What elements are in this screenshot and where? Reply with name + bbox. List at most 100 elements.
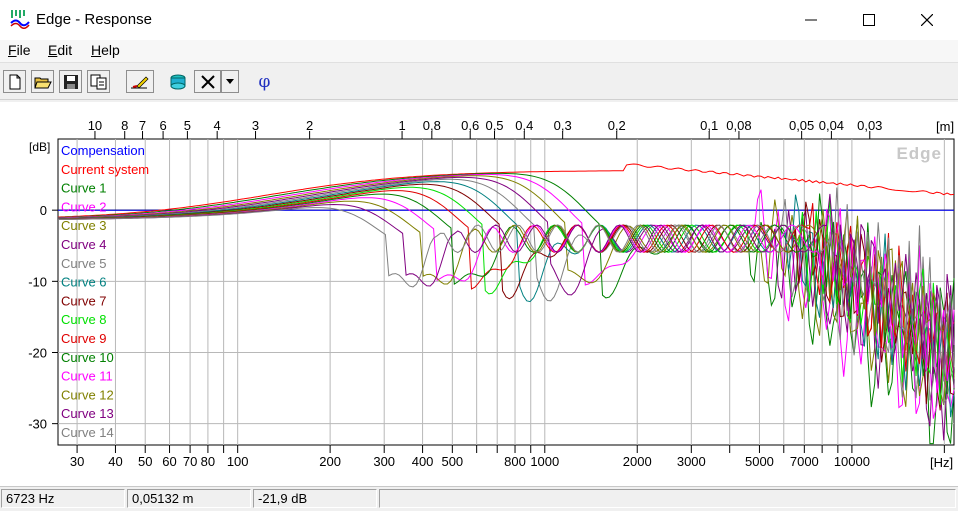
response-chart[interactable]: 10 8 7 6 5 4 3 2 1 0,8 0,6 0,5 0,4 0,3 0,2 0,1 0,08 0,05 0… bbox=[0, 102, 958, 486]
top-tick-label: 3 bbox=[252, 118, 259, 133]
legend: Compensation Current system Curve 1 Curve 2… bbox=[61, 143, 149, 440]
top-tick-label: 0,5 bbox=[485, 118, 503, 133]
legend-entry[interactable]: Current system bbox=[61, 162, 149, 177]
x-tick-label: 10000 bbox=[834, 454, 870, 469]
pen-icon bbox=[131, 76, 149, 88]
x-tick-label: 3000 bbox=[677, 454, 706, 469]
top-tick-label: 0,4 bbox=[515, 118, 533, 133]
close-window-button[interactable] bbox=[898, 0, 956, 40]
stack-icon bbox=[170, 74, 185, 89]
x-tick-label: 200 bbox=[319, 454, 341, 469]
legend-entry[interactable]: Curve 7 bbox=[61, 293, 107, 308]
status-extra bbox=[379, 489, 956, 508]
legend-entry[interactable]: Curve 14 bbox=[61, 425, 114, 440]
open-button[interactable] bbox=[31, 70, 54, 93]
x-tick-label: 70 bbox=[183, 454, 197, 469]
top-tick-label: 0,05 bbox=[789, 118, 814, 133]
title-bar: Edge - Response bbox=[0, 0, 958, 40]
legend-entry[interactable]: Curve 4 bbox=[61, 237, 107, 252]
legend-entry[interactable]: Curve 6 bbox=[61, 275, 107, 290]
x-tick-label: 1000 bbox=[530, 454, 559, 469]
copy-button[interactable] bbox=[87, 70, 110, 93]
curve-3 bbox=[57, 173, 955, 419]
top-tick-label: 10 bbox=[88, 118, 102, 133]
menu-bar: File Edit Help bbox=[0, 40, 958, 63]
draw-button[interactable] bbox=[126, 70, 154, 93]
top-tick-label: 5 bbox=[184, 118, 191, 133]
legend-entry[interactable]: Curve 10 bbox=[61, 350, 114, 365]
delete-curve-dropdown[interactable] bbox=[221, 70, 239, 93]
legend-entry[interactable]: Curve 2 bbox=[61, 199, 107, 214]
status-level: -21,9 dB bbox=[253, 489, 377, 508]
copy-icon bbox=[90, 74, 106, 89]
legend-entry[interactable]: Curve 13 bbox=[61, 406, 114, 421]
x-tick-label: 40 bbox=[108, 454, 122, 469]
maximize-button[interactable] bbox=[840, 0, 898, 40]
curve-8 bbox=[57, 183, 955, 411]
edge-app-icon bbox=[10, 10, 30, 29]
top-distance-axis: 10 8 7 6 5 4 3 2 1 0,8 0,6 0,5 0,4 0,3 0,2 0,1 0,08 0,05 0… bbox=[88, 118, 882, 139]
x-tick-label: 400 bbox=[412, 454, 434, 469]
y-tick-label: -20 bbox=[28, 345, 47, 360]
response-plot-area[interactable]: 10 8 7 6 5 4 3 2 1 0,8 0,6 0,5 0,4 0,3 0,2 0,1 0,08 0,05 0… bbox=[0, 102, 958, 486]
phase-button[interactable]: φ bbox=[253, 70, 276, 93]
window-title: Edge - Response bbox=[36, 11, 152, 28]
save-button[interactable] bbox=[59, 70, 82, 93]
x-tick-label: 50 bbox=[138, 454, 152, 469]
save-icon bbox=[63, 74, 78, 89]
new-button[interactable] bbox=[3, 70, 26, 93]
top-tick-label: 0,8 bbox=[423, 118, 441, 133]
menu-help[interactable]: Help bbox=[91, 42, 120, 58]
top-tick-label: 0,03 bbox=[857, 118, 882, 133]
y-tick-label: 0 bbox=[40, 203, 47, 218]
curve-7 bbox=[58, 181, 955, 418]
maximize-icon bbox=[863, 14, 875, 26]
x-tick-label: 80 bbox=[201, 454, 215, 469]
menu-edit[interactable]: Edit bbox=[48, 42, 73, 58]
menu-file[interactable]: File bbox=[8, 42, 31, 58]
legend-entry[interactable]: Curve 9 bbox=[61, 331, 107, 346]
top-tick-label: 7 bbox=[139, 118, 146, 133]
x-unit-label: [Hz] bbox=[930, 455, 953, 470]
y-tick-label: -10 bbox=[28, 274, 47, 289]
legend-entry[interactable]: Curve 11 bbox=[61, 369, 113, 384]
top-unit-label: [m] bbox=[936, 119, 954, 134]
curve-4 bbox=[58, 175, 955, 407]
legend-entry[interactable]: Curve 8 bbox=[61, 312, 107, 327]
x-tick-label: 30 bbox=[70, 454, 84, 469]
close-icon bbox=[921, 14, 933, 26]
legend-entry[interactable]: Curve 3 bbox=[61, 218, 107, 233]
legend-entry[interactable]: Curve 1 bbox=[61, 181, 107, 196]
top-tick-label: 4 bbox=[214, 118, 221, 133]
top-tick-label: 0,08 bbox=[726, 118, 751, 133]
top-tick-label: 2 bbox=[306, 118, 313, 133]
top-tick-label: 0,04 bbox=[819, 118, 844, 133]
top-tick-label: 0,6 bbox=[461, 118, 479, 133]
stack-button[interactable] bbox=[166, 70, 189, 93]
y-tick-label: -30 bbox=[28, 417, 47, 432]
watermark: Edge bbox=[896, 144, 942, 163]
x-tick-label: 5000 bbox=[745, 454, 774, 469]
legend-entry[interactable]: Compensation bbox=[61, 143, 145, 158]
status-bar: 6723 Hz 0,05132 m -21,9 dB bbox=[0, 486, 958, 511]
y-axis: 0 -10 -20 -30 bbox=[28, 203, 58, 432]
status-frequency: 6723 Hz bbox=[1, 489, 125, 508]
x-tick-label: 100 bbox=[227, 454, 249, 469]
top-tick-label: 0,3 bbox=[554, 118, 572, 133]
curve-1 bbox=[57, 163, 955, 218]
x-tick-label: 60 bbox=[162, 454, 176, 469]
top-tick-label: 1 bbox=[398, 118, 405, 133]
legend-entry[interactable]: Curve 12 bbox=[61, 387, 114, 402]
x-tick-label: 500 bbox=[441, 454, 463, 469]
x-tick-label: 300 bbox=[373, 454, 395, 469]
phi-icon: φ bbox=[258, 71, 271, 92]
close-x-icon bbox=[200, 74, 215, 89]
curve-2 bbox=[57, 172, 955, 445]
x-tick-label: 7000 bbox=[790, 454, 819, 469]
delete-curve-button[interactable] bbox=[194, 70, 221, 93]
x-axis: 30 40 50 60 70 80 100 200 300 400 500 800 1000 2000 30… bbox=[70, 454, 870, 469]
y-unit-label: [dB] bbox=[29, 140, 50, 154]
minimize-button[interactable] bbox=[782, 0, 840, 40]
dropdown-arrow-icon bbox=[226, 78, 234, 84]
legend-entry[interactable]: Curve 5 bbox=[61, 256, 107, 271]
